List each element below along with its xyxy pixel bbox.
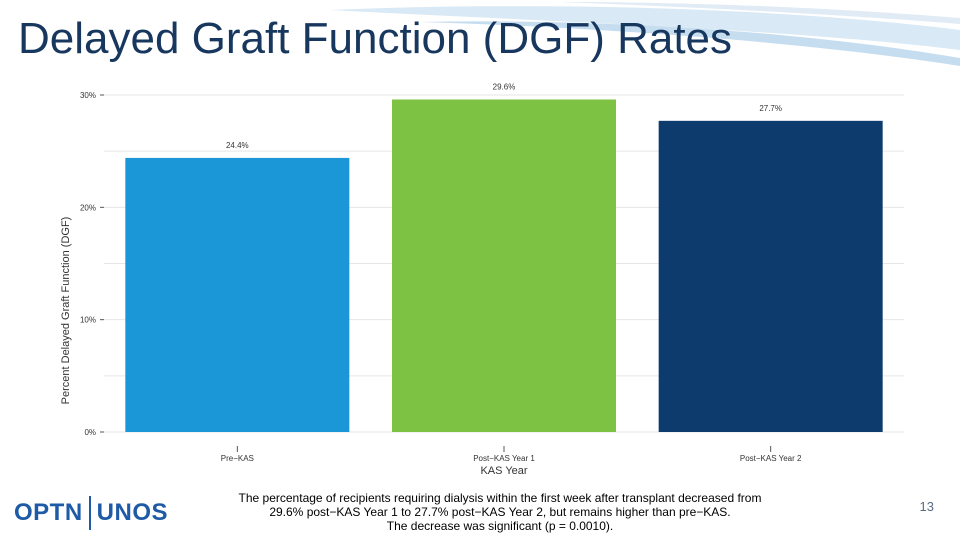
y-tick-label: 10% bbox=[80, 316, 96, 325]
chart-bars bbox=[125, 99, 883, 432]
header-swoosh-decoration bbox=[330, 2, 960, 66]
slide-number: 13 bbox=[919, 499, 934, 514]
optn-unos-logo: OPTN UNOS bbox=[14, 493, 168, 533]
y-axis-title: Percent Delayed Graft Function (DGF) bbox=[60, 217, 72, 405]
logo-divider bbox=[88, 496, 91, 530]
x-tick-label: Pre−KAS bbox=[221, 454, 254, 463]
logo-unos-text: UNOS bbox=[96, 499, 169, 526]
caption-line-3: The decrease was significant (p = 0.0010… bbox=[386, 519, 614, 533]
bar-1 bbox=[125, 157, 350, 432]
bar-value-label: 27.7% bbox=[759, 104, 782, 113]
y-tick-label: 20% bbox=[80, 203, 96, 212]
chart-axes bbox=[100, 94, 772, 452]
bar-value-label: 24.4% bbox=[226, 141, 249, 150]
chart-labels: 0% 10% 20% 30% Percent Delayed Graft Functio… bbox=[60, 82, 802, 477]
logo-optn-text: OPTN bbox=[14, 499, 83, 526]
caption-line-2: 29.6% post−KAS Year 1 to 27.7% post−KAS … bbox=[269, 505, 731, 519]
bar-value-label: 29.6% bbox=[493, 82, 516, 91]
slide-caption: The percentage of recipients requiring d… bbox=[220, 491, 780, 533]
x-axis-title: KAS Year bbox=[480, 465, 527, 477]
y-tick-label: 0% bbox=[84, 428, 96, 437]
y-tick-label: 30% bbox=[80, 91, 96, 100]
slide-title: Delayed Graft Function (DGF) Rates bbox=[18, 14, 733, 63]
bar-3 bbox=[658, 120, 883, 432]
x-tick-label: Post−KAS Year 2 bbox=[740, 454, 802, 463]
caption-line-1: The percentage of recipients requiring d… bbox=[238, 491, 762, 505]
bar-2 bbox=[392, 99, 616, 432]
x-tick-label: Post−KAS Year 1 bbox=[473, 454, 535, 463]
